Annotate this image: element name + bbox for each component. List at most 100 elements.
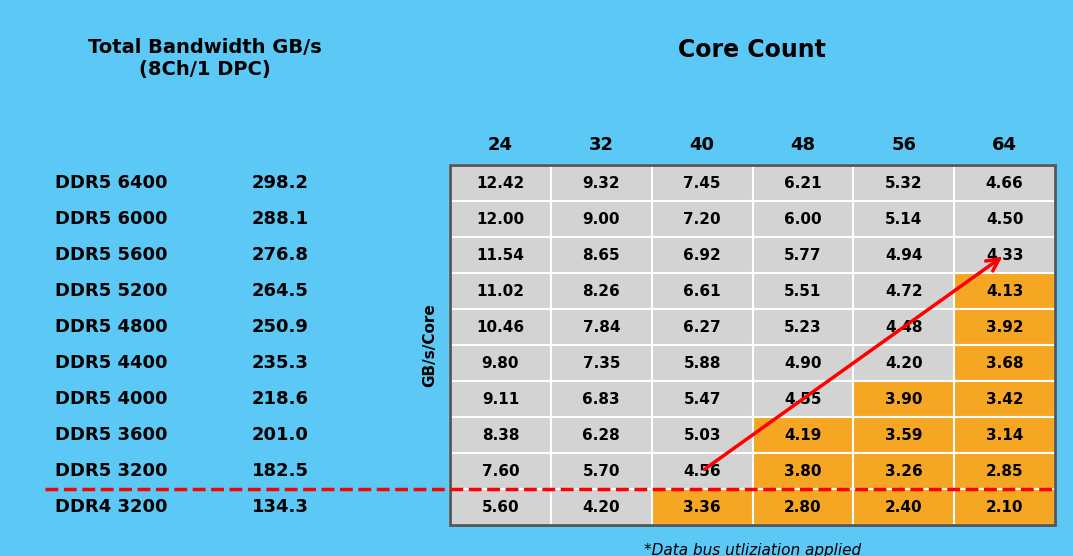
Text: 4.94: 4.94 [885, 247, 923, 262]
Text: 5.51: 5.51 [784, 284, 822, 299]
Bar [651, 489, 752, 525]
Text: 5.14: 5.14 [885, 211, 923, 226]
Text: 3.90: 3.90 [885, 391, 923, 406]
Bar [651, 309, 752, 345]
Bar [853, 309, 954, 345]
Text: 6.28: 6.28 [583, 428, 620, 443]
Bar [752, 237, 853, 273]
Text: 201.0: 201.0 [251, 426, 308, 444]
Text: 7.60: 7.60 [482, 464, 519, 479]
Text: 182.5: 182.5 [251, 462, 309, 480]
Bar [954, 309, 1055, 345]
Text: 4.19: 4.19 [784, 428, 822, 443]
Bar [853, 489, 954, 525]
Text: 3.92: 3.92 [986, 320, 1024, 335]
Bar [651, 345, 752, 381]
Text: *Data bus utliziation applied: *Data bus utliziation applied [644, 543, 861, 556]
Text: 4.13: 4.13 [986, 284, 1024, 299]
Bar [954, 345, 1055, 381]
Text: GB/s/Core: GB/s/Core [423, 303, 438, 387]
Bar [550, 165, 651, 201]
Text: 4.72: 4.72 [885, 284, 923, 299]
Bar [954, 273, 1055, 309]
Text: 40: 40 [690, 136, 715, 154]
Bar [450, 345, 550, 381]
Text: 6.83: 6.83 [583, 391, 620, 406]
Bar [450, 309, 550, 345]
Text: 5.47: 5.47 [684, 391, 721, 406]
Text: 8.38: 8.38 [482, 428, 519, 443]
Text: 9.32: 9.32 [583, 176, 620, 191]
Bar [752, 489, 853, 525]
Bar [450, 489, 550, 525]
Bar [752, 417, 853, 453]
Bar [450, 417, 550, 453]
Text: 12.00: 12.00 [476, 211, 525, 226]
Text: 64: 64 [993, 136, 1017, 154]
Text: 3.36: 3.36 [684, 499, 721, 514]
Text: 11.54: 11.54 [476, 247, 525, 262]
Text: 9.80: 9.80 [482, 355, 519, 370]
Bar [450, 201, 550, 237]
Text: 6.61: 6.61 [684, 284, 721, 299]
Text: 5.60: 5.60 [482, 499, 519, 514]
Bar [853, 273, 954, 309]
Text: 218.6: 218.6 [251, 390, 309, 408]
Bar [752, 273, 853, 309]
Text: 264.5: 264.5 [251, 282, 308, 300]
Text: 2.40: 2.40 [885, 499, 923, 514]
Bar [752, 165, 853, 201]
Bar [450, 165, 1055, 525]
Bar [954, 417, 1055, 453]
Bar [954, 381, 1055, 417]
Bar [853, 453, 954, 489]
Text: 56: 56 [892, 136, 916, 154]
Bar [954, 201, 1055, 237]
Text: 6.92: 6.92 [684, 247, 721, 262]
Text: 7.35: 7.35 [583, 355, 620, 370]
Text: 7.45: 7.45 [684, 176, 721, 191]
Text: 5.03: 5.03 [684, 428, 721, 443]
Text: 4.90: 4.90 [784, 355, 822, 370]
Bar [550, 237, 651, 273]
Bar [651, 453, 752, 489]
Text: 3.68: 3.68 [986, 355, 1024, 370]
Text: 4.33: 4.33 [986, 247, 1024, 262]
Bar [752, 453, 853, 489]
Bar [651, 417, 752, 453]
Text: DDR5 5600: DDR5 5600 [55, 246, 167, 264]
Text: 6.00: 6.00 [784, 211, 822, 226]
Text: 9.00: 9.00 [583, 211, 620, 226]
Text: 5.32: 5.32 [885, 176, 923, 191]
Text: 7.84: 7.84 [583, 320, 620, 335]
Bar [954, 165, 1055, 201]
Text: DDR5 6000: DDR5 6000 [55, 210, 167, 228]
Text: 6.27: 6.27 [684, 320, 721, 335]
Text: 5.77: 5.77 [784, 247, 822, 262]
Text: 7.20: 7.20 [684, 211, 721, 226]
Text: 3.26: 3.26 [885, 464, 923, 479]
Bar [752, 309, 853, 345]
Bar [853, 345, 954, 381]
Text: 2.80: 2.80 [784, 499, 822, 514]
Bar [550, 309, 651, 345]
Text: 235.3: 235.3 [251, 354, 308, 372]
Bar [550, 381, 651, 417]
Bar [651, 237, 752, 273]
Text: DDR5 4800: DDR5 4800 [55, 318, 167, 336]
Bar [550, 417, 651, 453]
Text: DDR5 3200: DDR5 3200 [55, 462, 167, 480]
Text: 2.10: 2.10 [986, 499, 1024, 514]
Text: 8.65: 8.65 [583, 247, 620, 262]
Bar [450, 381, 550, 417]
Text: 4.66: 4.66 [986, 176, 1024, 191]
Text: DDR5 5200: DDR5 5200 [55, 282, 167, 300]
Bar [954, 489, 1055, 525]
Bar [853, 237, 954, 273]
Text: 288.1: 288.1 [251, 210, 309, 228]
Text: 3.59: 3.59 [885, 428, 923, 443]
Bar [550, 345, 651, 381]
Bar [752, 345, 853, 381]
Bar [954, 453, 1055, 489]
Text: 5.88: 5.88 [684, 355, 721, 370]
